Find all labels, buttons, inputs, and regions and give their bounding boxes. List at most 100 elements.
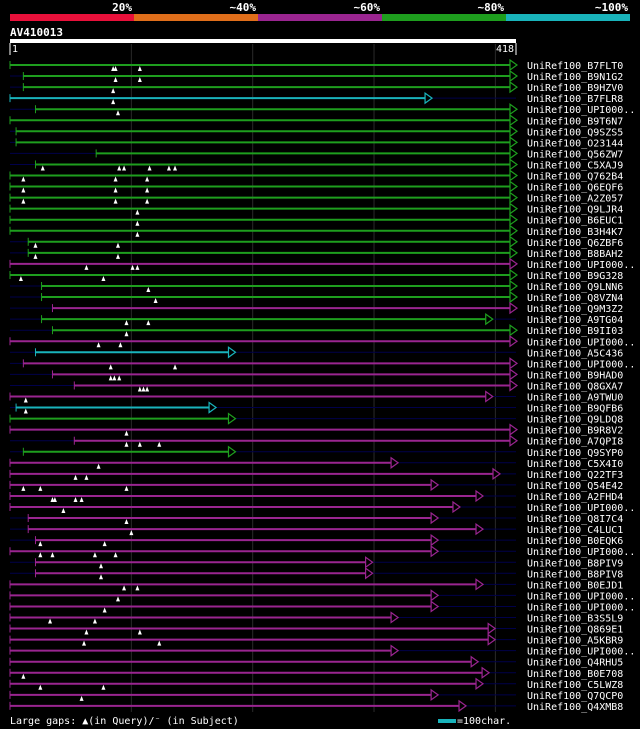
hit-row: UniRef100_Q9SZS5 <box>10 125 623 138</box>
hit-arrow-icon <box>509 423 519 436</box>
hit-label: UniRef100_C5XAJ9 <box>527 160 623 171</box>
hit-arrow-icon <box>208 401 218 414</box>
hit-label: UniRef100_UPI000.. <box>527 503 635 514</box>
hit-label: UniRef100_A7QPI8 <box>527 437 623 448</box>
query-gap-marker-icon <box>115 596 120 602</box>
hit-label: UniRef100_B0EQK6 <box>527 536 623 547</box>
query-gap-marker-icon <box>96 463 101 469</box>
query-gap-marker-icon <box>111 88 116 94</box>
legend-segment <box>10 14 134 21</box>
query-gap-marker-icon <box>157 441 162 447</box>
query-gap-marker-icon <box>124 430 129 436</box>
hit-arrow-icon <box>430 589 440 602</box>
query-gap-marker-icon <box>135 585 140 591</box>
hit-arrow-icon <box>509 125 519 138</box>
query-gap-marker-icon <box>18 275 23 281</box>
gridlines <box>130 44 496 712</box>
hit-row: UniRef100_B7FLT0 <box>9 58 623 72</box>
query-gap-marker-icon <box>21 485 26 491</box>
query-gap-marker-icon <box>122 585 127 591</box>
hit-row: UniRef100_A5KBR9 <box>9 633 623 647</box>
hit-arrow-icon <box>509 434 519 447</box>
hit-row: UniRef100_UPI000.. <box>9 257 635 271</box>
hit-label: UniRef100_A5KBR9 <box>527 636 623 647</box>
hit-label: UniRef100_Q869E1 <box>527 625 623 636</box>
hit-row: UniRef100_A7QPI8 <box>10 434 623 448</box>
hit-arrow-icon <box>452 500 462 514</box>
hit-row: UniRef100_B9HZV0 <box>10 80 623 94</box>
hit-label: UniRef100_UPI000.. <box>527 591 635 602</box>
hit-row: UniRef100_Q56ZW7 <box>10 147 623 160</box>
hit-label: UniRef100_B6EUC1 <box>527 216 623 227</box>
hit-label: UniRef100_A9TWU0 <box>527 393 623 404</box>
hit-label: UniRef100_B8BAH2 <box>527 249 623 260</box>
query-gap-marker-icon <box>115 253 120 259</box>
hit-label: UniRef100_Q9LJR4 <box>527 205 623 216</box>
hit-arrow-icon <box>509 202 519 215</box>
hit-label: UniRef100_UPI000.. <box>527 260 635 271</box>
legend-segment <box>258 14 382 21</box>
hit-arrow-icon <box>509 379 519 392</box>
hit-label: UniRef100_C5X4I0 <box>527 459 623 470</box>
hit-row: UniRef100_Q22TF3 <box>9 467 623 481</box>
hit-arrow-icon <box>509 257 519 271</box>
hit-arrow-icon <box>227 445 237 458</box>
query-gap-marker-icon <box>146 287 151 292</box>
hit-row: UniRef100_C5XAJ9 <box>10 158 623 171</box>
query-gap-marker-icon <box>102 541 107 547</box>
query-gap-marker-icon <box>124 441 129 447</box>
query-gap-marker-icon <box>135 209 140 215</box>
query-gap-marker-icon <box>135 231 140 237</box>
query-gap-marker-icon <box>153 298 158 304</box>
query-gap-marker-icon <box>92 618 97 624</box>
hit-row: UniRef100_B9II03 <box>10 324 623 337</box>
hit-row: UniRef100_B7FLR8 <box>9 91 623 105</box>
hit-label: UniRef100_B3H4K7 <box>527 227 623 238</box>
hit-label: UniRef100_Q4XMB8 <box>527 702 623 713</box>
hit-arrow-icon <box>509 136 519 149</box>
hit-row: UniRef100_UPI000.. <box>10 357 635 370</box>
hit-row: UniRef100_B9T6N7 <box>9 114 623 127</box>
query-gap-marker-icon <box>157 640 162 646</box>
hit-row: UniRef100_B8PIV8 <box>10 567 623 580</box>
hit-row: UniRef100_Q4XMB8 <box>9 699 623 713</box>
hit-arrow-icon <box>430 511 440 525</box>
hit-label: UniRef100_UPI000.. <box>527 602 635 613</box>
legend-segment <box>506 14 630 21</box>
query-title: AV410013 <box>10 26 63 39</box>
query-gap-marker-icon <box>101 275 106 281</box>
hit-row: UniRef100_UPI000.. <box>9 600 635 613</box>
query-start-label: 1 <box>12 44 18 55</box>
query-gap-marker-icon <box>73 496 78 502</box>
query-gap-marker-icon <box>117 375 122 381</box>
hit-row: UniRef100_Q9LNN6 <box>10 279 623 293</box>
hit-label: UniRef100_Q7QCP0 <box>527 691 623 702</box>
hit-arrow-icon <box>390 644 400 657</box>
hit-row: UniRef100_UPI000.. <box>9 500 635 514</box>
hit-row: UniRef100_Q8VZN4 <box>10 290 623 304</box>
hit-arrow-icon <box>470 655 480 668</box>
hit-arrow-icon <box>509 191 519 204</box>
legend-label: 20% <box>112 1 132 14</box>
hit-row: UniRef100_B9HAD0 <box>10 368 623 381</box>
hit-label: UniRef100_Q8GXA7 <box>527 381 623 392</box>
hit-row: UniRef100_UPI000.. <box>9 589 635 602</box>
query-gap-marker-icon <box>50 552 55 558</box>
hit-row: UniRef100_B9R8V2 <box>9 423 623 437</box>
hit-label: UniRef100_A5C436 <box>527 348 623 359</box>
hit-arrow-icon <box>509 80 519 94</box>
query-gap-marker-icon <box>40 165 45 171</box>
hit-row: UniRef100_B6EUC1 <box>9 213 623 227</box>
hit-arrow-icon <box>485 312 494 326</box>
query-gap-marker-icon <box>101 684 106 690</box>
hit-arrow-icon <box>430 533 440 547</box>
hit-row: UniRef100_Q6EQF6 <box>9 180 623 194</box>
hit-label: UniRef100_Q6ZBF6 <box>527 238 623 249</box>
hit-row: UniRef100_B8BAH2 <box>10 246 623 260</box>
hit-arrow-icon <box>509 357 519 370</box>
footer: Large gaps: ▲(in Query)/⁻ (in Subject) =… <box>10 716 511 727</box>
hit-label: UniRef100_B9T6N7 <box>527 116 623 127</box>
hit-row: UniRef100_O23144 <box>10 136 623 149</box>
hit-label: UniRef100_B7FLT0 <box>527 61 623 72</box>
